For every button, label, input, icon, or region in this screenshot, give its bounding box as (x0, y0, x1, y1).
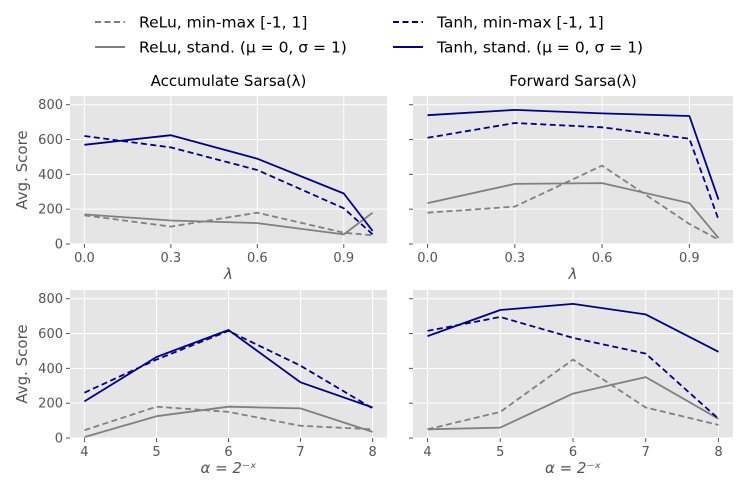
y-tick-label: 200 (38, 203, 63, 218)
legend-item: ReLu, stand. (μ = 0, σ = 1) (95, 39, 347, 57)
legend-label: Tanh, stand. (μ = 0, σ = 1) (436, 39, 643, 57)
series-line (427, 302, 719, 353)
x-tick-label: 4 (423, 445, 431, 460)
x-axis-label: λ (568, 265, 578, 283)
x-tick-label: 7 (296, 445, 304, 460)
x-tick-label: 0.9 (679, 251, 700, 266)
plot-area (70, 96, 387, 244)
series-line (427, 316, 720, 420)
series-line (427, 164, 719, 241)
chart-panel: 4 5 6 7 8 α = 2⁻ˣ (409, 290, 733, 477)
plot-area (413, 96, 733, 244)
x-axis-label: α = 2⁻ˣ (200, 459, 256, 477)
y-tick-label: 0 (55, 238, 63, 253)
x-tick-label: 5 (496, 445, 504, 460)
legend-label: ReLu, stand. (μ = 0, σ = 1) (139, 39, 347, 57)
x-tick-label: 0.3 (161, 251, 182, 266)
series-line (84, 211, 373, 237)
legend-item: Tanh, min-max [-1, 1] (393, 14, 604, 32)
y-tick-label: 400 (38, 362, 63, 377)
y-tick-label: 600 (38, 133, 63, 148)
x-tick-label: 6 (224, 445, 232, 460)
series-line (84, 134, 374, 232)
x-tick-label: 0.0 (417, 251, 438, 266)
series-line (84, 211, 374, 236)
series-line (84, 405, 373, 432)
series-line (84, 405, 373, 438)
series-line (427, 182, 720, 239)
chart-panel: 0 200 400 600 800 0.0 0.3 0.6 0.9 Accumulate Sars… (13, 72, 387, 283)
y-tick-label: 800 (38, 292, 63, 307)
x-tick-label: 5 (152, 445, 160, 460)
x-tick-label: 0.6 (247, 251, 268, 266)
x-tick-label: 0.0 (74, 251, 95, 266)
legend: ReLu, min-max [-1, 1] Tanh, min-max [-1, … (95, 14, 643, 57)
chart-panels: 0 200 400 600 800 0.0 0.3 0.6 0.9 Accumulate Sars… (13, 72, 733, 477)
x-tick-label: 0.6 (592, 251, 613, 266)
y-tick-label: 400 (38, 168, 63, 183)
y-axis-label: Avg. Score (13, 324, 31, 403)
y-tick-label: 600 (38, 327, 63, 342)
series-line (427, 358, 719, 431)
x-axis-label: λ (223, 265, 233, 283)
x-tick-label: 0.9 (333, 251, 354, 266)
x-tick-label: 8 (368, 445, 376, 460)
y-tick-label: 0 (55, 432, 63, 447)
x-tick-label: 6 (569, 445, 577, 460)
x-tick-label: 0.3 (504, 251, 525, 266)
legend-label: Tanh, min-max [-1, 1] (436, 14, 604, 32)
x-tick-label: 8 (714, 445, 722, 460)
x-tick-label: 4 (80, 445, 88, 460)
series-line (427, 122, 720, 220)
legend-item: Tanh, stand. (μ = 0, σ = 1) (393, 39, 643, 57)
series-line (83, 329, 373, 409)
series-line (427, 376, 719, 431)
series-line (427, 109, 720, 200)
y-axis-label: Avg. Score (13, 130, 31, 209)
chart-title: Forward Sarsa(λ) (509, 72, 637, 90)
x-tick-label: 7 (642, 445, 650, 460)
legend-label: ReLu, min-max [-1, 1] (139, 14, 307, 32)
series-line (84, 135, 374, 236)
legend-item: ReLu, min-max [-1, 1] (95, 14, 307, 32)
y-tick-label: 800 (38, 98, 63, 113)
chart-panel: 0.0 0.3 0.6 0.9 Forward Sarsa(λ) λ (409, 72, 733, 283)
chart-panel: 0 200 400 600 800 4 5 6 7 8 α = 2⁻ˣ Avg. Score (13, 290, 387, 477)
chart-title: Accumulate Sarsa(λ) (151, 72, 307, 90)
x-axis-label: α = 2⁻ˣ (545, 459, 601, 477)
y-tick-label: 200 (38, 397, 63, 412)
